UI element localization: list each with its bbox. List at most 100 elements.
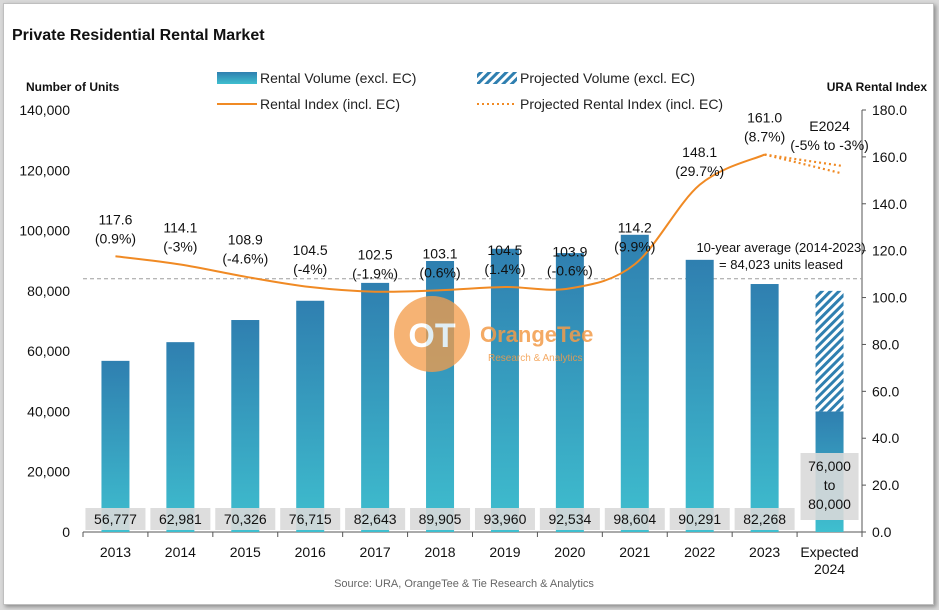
volume-label-box	[85, 508, 146, 530]
index-change-label: (29.7%)	[675, 163, 724, 179]
bar-volume-2022	[685, 259, 714, 532]
volume-label-box	[345, 508, 406, 530]
volume-label-box	[800, 453, 859, 520]
index-change-label: (1.4%)	[484, 261, 525, 277]
volume-label: 82,268	[743, 511, 786, 527]
x-category-label: 2020	[554, 544, 585, 560]
x-category-label: 2019	[489, 544, 520, 560]
bar-volume-2021	[620, 234, 649, 533]
right-tick-label: 120.0	[872, 243, 907, 259]
volume-label: 89,905	[419, 511, 462, 527]
index-change-label: (8.7%)	[744, 129, 785, 145]
bar-volume-2016	[296, 300, 325, 532]
bar-volume-2019	[490, 248, 519, 532]
volume-label: 76,000 to 80,000	[808, 458, 851, 512]
index-change-label: (-0.6%)	[547, 262, 593, 278]
watermark-tagline: Research & Analytics	[488, 353, 583, 364]
index-change-label: (-3%)	[163, 238, 197, 254]
chart-title: Private Residential Rental Market	[12, 27, 265, 44]
source-note: Source: URA, OrangeTee & Tie Research & …	[334, 578, 594, 590]
projected-index-lines	[764, 153, 842, 175]
left-tick-label: 120,000	[19, 162, 70, 178]
right-axis-ticks: 0.0 20.0 40.0 60.0 80.0 100.0 120.0 140.0 160.0 1…	[862, 102, 907, 540]
left-axis-title: Number of Units	[26, 80, 120, 94]
average-note-line2: = 84,023 units leased	[719, 257, 843, 272]
right-tick-label: 80.0	[872, 336, 899, 352]
index-value-label: 103.9	[552, 243, 587, 259]
volume-label-box	[539, 508, 600, 530]
index-value-label: 108.9	[228, 232, 263, 248]
index-change-label: (-4.6%)	[222, 251, 268, 267]
index-change-label: (9.9%)	[614, 238, 655, 254]
bar-volume-2013	[101, 360, 130, 532]
x-category-label: 2021	[619, 544, 650, 560]
legend-label-projected-index: Projected Rental Index (incl. EC)	[520, 96, 723, 112]
index-value-label: 104.5	[487, 242, 522, 258]
volume-label: 82,643	[354, 511, 397, 527]
bars	[101, 234, 844, 533]
right-tick-label: 0.0	[872, 524, 892, 540]
rental-index-line	[115, 153, 766, 293]
x-category-label: 2018	[424, 544, 455, 560]
volume-labels: 56,777 62,981 70,326 76,715 82,643 89,905 93,9…	[85, 453, 859, 530]
bar-volume-2015	[231, 320, 260, 532]
index-change-label: (-1.9%)	[352, 266, 398, 282]
bar-volume-2023	[750, 284, 779, 532]
watermark-name: OrangeTee	[480, 322, 593, 347]
x-category-label: Expected 2024	[800, 544, 858, 577]
right-tick-label: 20.0	[872, 477, 899, 493]
volume-label-box	[150, 508, 211, 530]
index-value-label: 104.5	[293, 242, 328, 258]
right-tick-label: 160.0	[872, 149, 907, 165]
x-category-label: 2022	[684, 544, 715, 560]
volume-label: 98,604	[613, 511, 656, 527]
x-category-label: 2013	[100, 544, 131, 560]
volume-label: 92,534	[548, 511, 591, 527]
right-axis-title: URA Rental Index	[827, 80, 928, 94]
right-tick-label: 60.0	[872, 383, 899, 399]
right-tick-label: 40.0	[872, 430, 899, 446]
legend-label-index: Rental Index (incl. EC)	[260, 96, 400, 112]
left-axis-ticks: 0 20,000 40,000 60,000 80,000 100,000 120,000 1…	[19, 102, 70, 540]
legend-label-volume: Rental Volume (excl. EC)	[260, 70, 416, 86]
index-value-label: E2024	[809, 118, 850, 134]
projected-index-line	[764, 153, 842, 167]
left-tick-label: 140,000	[19, 102, 70, 118]
index-value-label: 103.1	[423, 245, 458, 261]
index-change-label: (0.9%)	[95, 230, 136, 246]
orangetee-watermark-logo: OT OrangeTee Research & Analytics	[394, 296, 593, 372]
bar-projected-volume	[815, 290, 844, 412]
volume-label-box	[280, 508, 341, 530]
volume-label: 56,777	[94, 511, 137, 527]
average-note-line1: 10-year average (2014-2023)	[696, 240, 865, 255]
volume-label-box	[669, 508, 730, 530]
index-change-label: (-5% to -3%)	[790, 137, 869, 153]
chart-canvas: Private Residential Rental Market Number…	[12, 27, 928, 590]
watermark-circle	[394, 296, 470, 372]
index-value-label: 148.1	[682, 144, 717, 160]
bar-volume-2017	[361, 282, 390, 532]
index-value-label: 102.5	[358, 247, 393, 263]
index-change-label: (0.6%)	[419, 264, 460, 280]
right-tick-label: 180.0	[872, 102, 907, 118]
legend-swatch-volume	[217, 72, 257, 84]
index-value-label: 114.2	[618, 219, 652, 235]
x-category-label: 2014	[165, 544, 196, 560]
left-tick-label: 0	[62, 524, 70, 540]
projected-index-line	[764, 153, 842, 175]
volume-label-box	[215, 508, 276, 530]
index-change-label: (-4%)	[293, 261, 327, 277]
right-tick-label: 100.0	[872, 290, 907, 306]
legend-label-projected-volume: Projected Volume (excl. EC)	[520, 70, 695, 86]
left-tick-label: 100,000	[19, 223, 70, 239]
volume-label-box	[604, 508, 665, 530]
index-labels: 117.6 (0.9%) 114.1 (-3%) 108.9 (-4.6%) 104.5 (-…	[95, 110, 869, 282]
bar-volume-2020	[555, 253, 584, 532]
x-category-label: 2017	[360, 544, 391, 560]
index-value-label: 161.0	[747, 110, 782, 126]
volume-label: 93,960	[484, 511, 527, 527]
x-category-label: 2015	[230, 544, 261, 560]
index-value-label: 117.6	[98, 211, 132, 227]
volume-label-box	[474, 508, 535, 530]
left-tick-label: 80,000	[27, 283, 70, 299]
